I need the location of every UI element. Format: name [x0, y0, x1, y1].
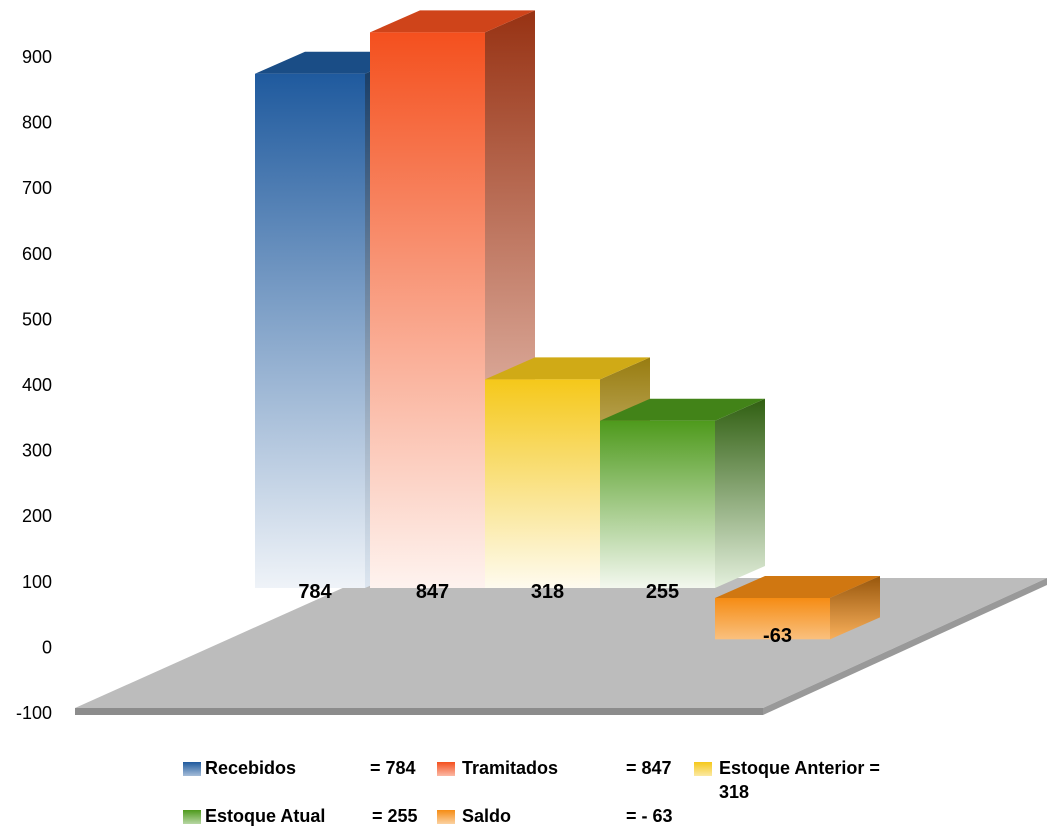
legend-label: Saldo — [462, 806, 512, 826]
bar-front — [715, 598, 830, 640]
legend-value: = - 63 — [626, 806, 673, 826]
y-tick-label: 0 — [42, 637, 52, 657]
y-tick-label: 500 — [22, 309, 52, 329]
data-label: 847 — [416, 581, 449, 603]
legend-value: = 784 — [370, 758, 416, 778]
bar-front — [370, 32, 485, 589]
bar-4 — [600, 398, 765, 588]
bar-front — [600, 420, 715, 588]
floor-front-edge — [75, 708, 763, 715]
data-label: 784 — [298, 581, 332, 603]
y-tick-label: 300 — [22, 441, 52, 461]
y-tick-label: 700 — [22, 178, 52, 198]
bar-top — [485, 357, 650, 380]
legend-swatch — [183, 810, 201, 824]
legend-label: Estoque Anterior = — [719, 758, 880, 778]
bar-front — [255, 73, 365, 589]
bar-front — [485, 379, 600, 588]
data-labels: 784 847 318 255 -63 — [298, 581, 792, 647]
y-tick-label: 800 — [22, 113, 52, 133]
bar-top — [600, 398, 765, 421]
legend-label: Recebidos — [205, 758, 297, 778]
y-tick-label: -100 — [16, 703, 52, 723]
bar-top — [715, 576, 880, 598]
legend-swatch — [183, 762, 201, 776]
data-label: -63 — [763, 625, 792, 647]
legend-value: = 847 — [626, 758, 672, 778]
data-label: 318 — [531, 581, 564, 603]
data-label: 255 — [646, 581, 679, 603]
legend-swatch — [694, 762, 712, 776]
y-tick-label: 100 — [22, 572, 52, 592]
bar-top — [370, 10, 535, 33]
bar-side — [830, 576, 880, 640]
legend-swatch — [437, 762, 455, 776]
legend-swatch — [437, 810, 455, 824]
y-tick-label: 400 — [22, 375, 52, 395]
bars — [255, 10, 880, 640]
legend-label: Tramitados — [462, 758, 559, 778]
y-tick-label: 200 — [22, 506, 52, 526]
y-tick-label: 600 — [22, 244, 52, 264]
y-tick-label: 900 — [22, 47, 52, 67]
y-axis: 900 800 700 600 500 400 300 200 100 0 -100 — [16, 47, 52, 723]
legend-label: Estoque Atual — [205, 806, 326, 826]
legend-value: = 255 — [372, 806, 418, 826]
bar-side — [715, 398, 765, 588]
floor-side-edge — [763, 578, 1047, 715]
bar-5 — [715, 576, 880, 640]
legend-value: 318 — [719, 782, 750, 802]
